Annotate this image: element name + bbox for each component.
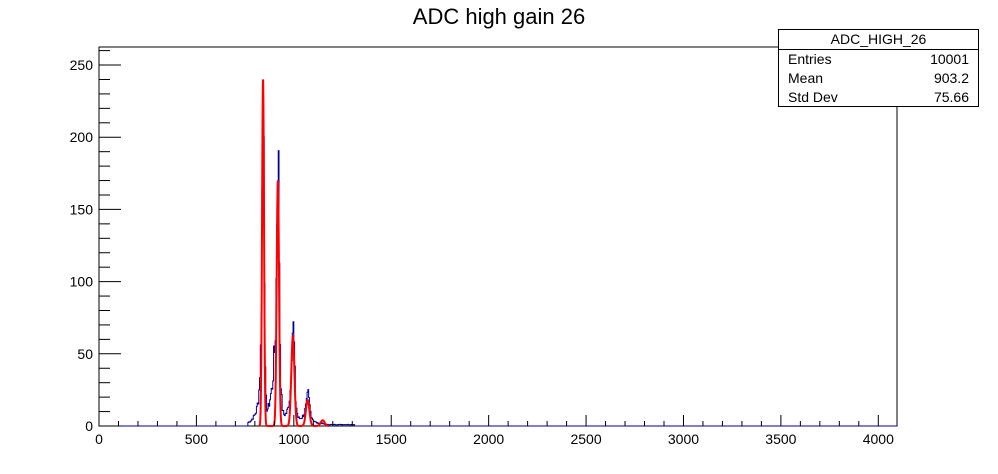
- stats-row-stddev: Std Dev 75.66: [779, 88, 978, 107]
- y-tick-label: 250: [70, 57, 94, 73]
- x-tick-label: 500: [185, 431, 209, 447]
- tick-marks: [98, 50, 879, 427]
- y-tick-label: 100: [70, 274, 94, 290]
- x-tick-label: 2000: [473, 431, 504, 447]
- x-tick-label: 4000: [863, 431, 894, 447]
- stats-label: Mean: [788, 70, 824, 86]
- y-tick-label: 0: [85, 418, 93, 434]
- stats-value: 10001: [930, 51, 969, 67]
- stats-row-mean: Mean 903.2: [779, 69, 978, 88]
- stats-value: 75.66: [933, 89, 969, 105]
- stats-label: Entries: [788, 51, 832, 67]
- stats-row-entries: Entries 10001: [779, 50, 978, 69]
- x-tick-label: 1500: [376, 431, 407, 447]
- fit-series: [258, 79, 330, 427]
- fit-curve: [258, 79, 330, 427]
- y-tick-label: 150: [70, 201, 94, 217]
- x-tick-label: 1000: [278, 431, 309, 447]
- x-tick-label: 2500: [570, 431, 601, 447]
- x-tick-label: 3000: [668, 431, 699, 447]
- stats-value: 903.2: [933, 70, 969, 86]
- histogram-series: [99, 83, 897, 427]
- x-tick-label: 3500: [765, 431, 796, 447]
- tick-labels: 0 500 1000 1500 2000 2500 3000 3500 4000 0 50 100 15…: [70, 57, 894, 447]
- x-tick-label: 0: [95, 431, 103, 447]
- chart-title: ADC high gain 26: [412, 4, 586, 29]
- y-tick-label: 200: [70, 129, 94, 145]
- histogram-line: [99, 83, 897, 427]
- stats-label: Std Dev: [788, 89, 838, 105]
- y-tick-label: 50: [77, 346, 93, 362]
- stats-box: ADC_HIGH_26 Entries 10001 Mean 903.2 Std…: [778, 29, 979, 107]
- stats-title: ADC_HIGH_26: [779, 30, 978, 50]
